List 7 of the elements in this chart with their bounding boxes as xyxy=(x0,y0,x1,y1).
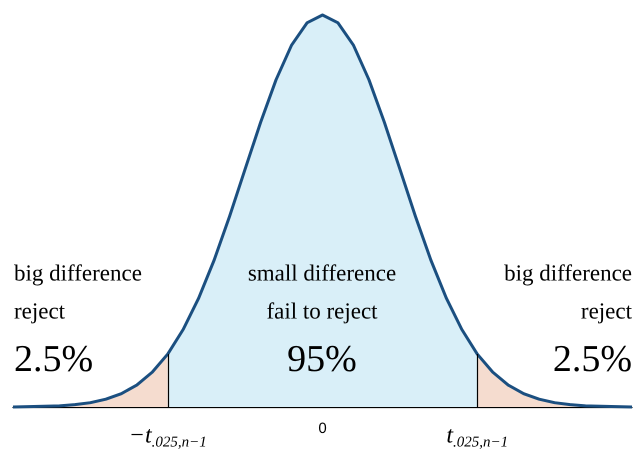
x-tick-label: 0 xyxy=(318,420,327,437)
annotation: big difference reject xyxy=(14,260,142,324)
annotation: 2.5% xyxy=(552,338,632,380)
annotation: big difference reject xyxy=(504,260,633,324)
annotation: 2.5% xyxy=(14,338,94,380)
annotation: 95% xyxy=(287,338,357,380)
annotation: small difference fail to reject xyxy=(248,260,396,324)
